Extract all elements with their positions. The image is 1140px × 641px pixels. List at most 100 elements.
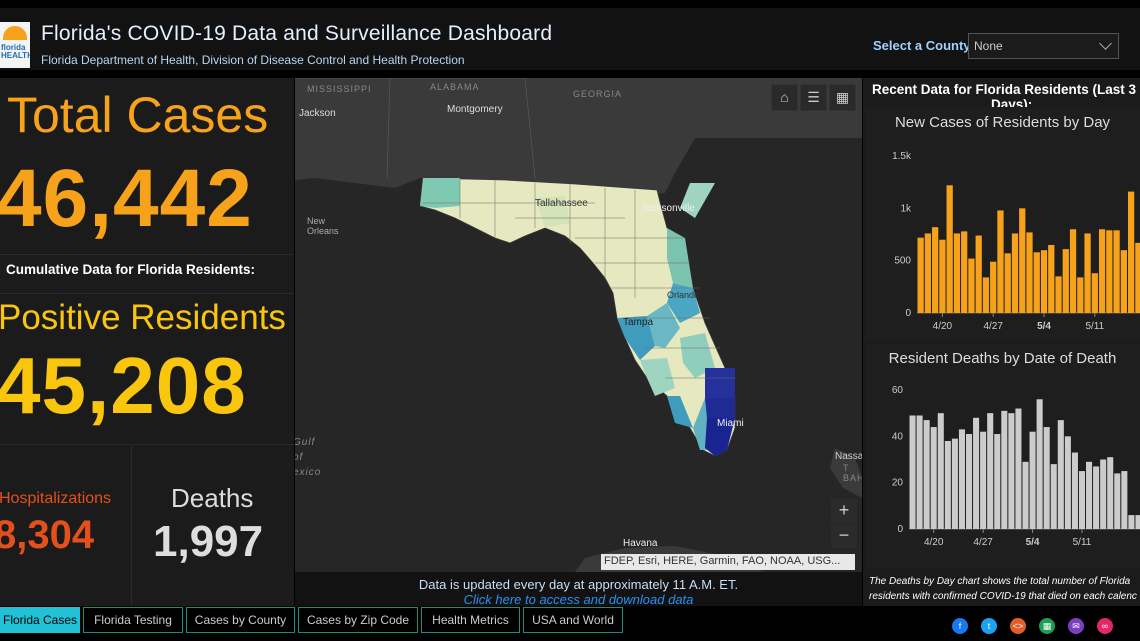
y-tick-label: 60 <box>892 385 904 396</box>
bar[interactable] <box>973 417 980 529</box>
bar[interactable] <box>990 261 997 313</box>
county-select-label: Select a County <box>873 38 971 53</box>
new-cases-chart: New Cases of Residents by Day 0 500 1k 1.5k… <box>865 108 1140 340</box>
bar[interactable] <box>1050 464 1057 529</box>
link-icon[interactable]: ∞ <box>1097 618 1113 634</box>
bar[interactable] <box>982 277 990 313</box>
map-label-bahamas: T BAH <box>843 463 862 483</box>
bar[interactable] <box>916 415 923 529</box>
bar[interactable] <box>1001 410 1008 529</box>
bar[interactable] <box>1015 408 1022 529</box>
bar[interactable] <box>1019 208 1026 313</box>
bar[interactable] <box>1098 229 1106 313</box>
bar[interactable] <box>1069 229 1077 313</box>
bar[interactable] <box>1113 230 1120 313</box>
map-label-nassau: Nassau <box>835 451 862 462</box>
bar[interactable] <box>1107 457 1114 529</box>
county-orange <box>667 283 700 323</box>
bar[interactable] <box>1036 399 1043 529</box>
bar[interactable] <box>1121 471 1128 529</box>
bar[interactable] <box>1062 249 1069 313</box>
bar[interactable] <box>1055 276 1062 313</box>
bar[interactable] <box>923 420 930 529</box>
bar[interactable] <box>965 434 973 529</box>
grid-icon[interactable]: ▦ <box>1039 618 1055 634</box>
bar[interactable] <box>1093 466 1100 529</box>
bar[interactable] <box>1127 191 1135 313</box>
download-data-link[interactable]: Click here to access and download data <box>463 592 694 607</box>
y-tick-label: 1.5k <box>892 151 912 162</box>
bar[interactable] <box>997 210 1004 313</box>
map-label-jackson: Jackson <box>299 108 336 119</box>
bar[interactable] <box>1026 232 1033 313</box>
legend-icon[interactable]: ☰ <box>800 84 827 111</box>
county-select[interactable]: None <box>968 33 1119 59</box>
bar[interactable] <box>1022 461 1029 529</box>
bar[interactable] <box>1048 244 1055 313</box>
bar[interactable] <box>1040 250 1048 313</box>
bar[interactable] <box>1084 233 1091 313</box>
bar[interactable] <box>932 227 939 313</box>
county-select-value: None <box>974 39 1003 53</box>
tab-health-metrics[interactable]: Health Metrics <box>421 607 520 633</box>
bar[interactable] <box>1029 431 1036 529</box>
zoom-out-button[interactable]: − <box>831 524 857 548</box>
bar[interactable] <box>1106 230 1113 313</box>
code-icon[interactable]: <> <box>1010 618 1026 634</box>
x-tick-label: 5/4 <box>1037 321 1051 332</box>
bar[interactable] <box>961 231 968 313</box>
bar[interactable] <box>909 415 916 529</box>
bar[interactable] <box>924 233 932 313</box>
bar[interactable] <box>1135 242 1140 313</box>
bar[interactable] <box>917 237 924 313</box>
twitter-icon[interactable]: t <box>981 618 997 634</box>
county-map[interactable]: MISSISSIPPI ALABAMA GEORGIA Jackson Mont… <box>295 78 862 572</box>
header: florida HEALTH Florida's COVID-19 Data a… <box>0 0 1140 70</box>
bar[interactable] <box>1114 473 1121 529</box>
tab-florida-cases[interactable]: Florida Cases <box>0 607 80 633</box>
bar[interactable] <box>1120 250 1127 313</box>
bar[interactable] <box>1077 277 1084 313</box>
bar[interactable] <box>980 431 987 529</box>
bar[interactable] <box>930 427 937 529</box>
bar[interactable] <box>1011 233 1019 313</box>
tab-cases-by-county[interactable]: Cases by County <box>186 607 295 633</box>
bar[interactable] <box>1043 427 1050 529</box>
bar[interactable] <box>1078 471 1086 529</box>
hospitalizations-label: Hospitalizations <box>0 490 112 507</box>
bar[interactable] <box>944 440 951 529</box>
bar[interactable] <box>1057 420 1064 529</box>
bar[interactable] <box>1091 273 1098 313</box>
bar[interactable] <box>994 434 1001 529</box>
map-label-orlando: Orlando <box>667 290 700 300</box>
mail-icon[interactable]: ✉ <box>1068 618 1084 634</box>
bar[interactable] <box>953 233 961 313</box>
bar[interactable] <box>1128 515 1135 529</box>
bar[interactable] <box>946 185 953 313</box>
bar[interactable] <box>1100 459 1107 530</box>
bar[interactable] <box>1071 452 1078 529</box>
bar[interactable] <box>958 429 965 529</box>
home-icon[interactable]: ⌂ <box>771 84 798 111</box>
recent-data-panel: Recent Data for Florida Residents (Last … <box>863 78 1140 606</box>
tab-florida-testing[interactable]: Florida Testing <box>83 607 183 633</box>
bar[interactable] <box>1086 461 1093 529</box>
facebook-icon[interactable]: f <box>952 618 968 634</box>
bar[interactable] <box>1008 413 1015 529</box>
bar[interactable] <box>939 239 946 313</box>
bar[interactable] <box>1004 253 1011 313</box>
bar[interactable] <box>975 235 982 313</box>
bar[interactable] <box>987 413 994 529</box>
tab-usa-and-world[interactable]: USA and World <box>523 607 623 633</box>
bar[interactable] <box>968 258 975 313</box>
deaths-chart-svg: 0 20 40 60 4/20 4/27 5/4 5/11 <box>892 385 1140 548</box>
bar[interactable] <box>1064 436 1071 529</box>
bar[interactable] <box>951 438 958 529</box>
zoom-in-button[interactable]: + <box>831 499 857 523</box>
map-canvas[interactable] <box>295 78 862 572</box>
bar[interactable] <box>1033 252 1040 313</box>
tab-cases-by-zip[interactable]: Cases by Zip Code <box>298 607 418 633</box>
bar[interactable] <box>1135 515 1140 529</box>
basemap-icon[interactable]: ▦ <box>829 84 856 111</box>
bar[interactable] <box>937 413 944 529</box>
